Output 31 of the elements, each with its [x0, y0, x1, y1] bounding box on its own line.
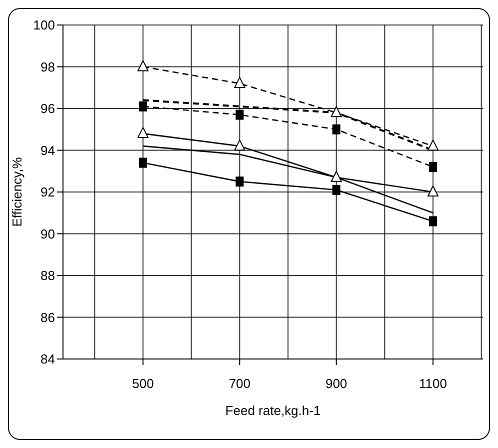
- point: [332, 184, 340, 195]
- y-tick-label: 96: [40, 101, 55, 116]
- point: [138, 127, 148, 138]
- point: [428, 186, 438, 196]
- y-tick-label: 88: [40, 268, 55, 284]
- point: [139, 158, 147, 168]
- point: [234, 140, 246, 151]
- y-tick-label: 86: [40, 310, 55, 325]
- point: [236, 110, 244, 120]
- point: [138, 60, 148, 72]
- y-tick-label: 100: [33, 18, 55, 33]
- x-tick-label: 700: [228, 376, 251, 392]
- x-tick-label: 1100: [419, 376, 447, 392]
- y-tick-label: 98: [40, 59, 55, 74]
- y-tick-label: 92: [40, 184, 55, 200]
- point: [330, 106, 342, 118]
- point: [139, 101, 147, 112]
- point: [234, 76, 246, 88]
- point: [330, 170, 342, 182]
- point: [429, 162, 437, 172]
- y-tick-label: 94: [40, 142, 55, 158]
- point: [236, 176, 244, 187]
- x-axis-title: Feed rate,kg.h-1: [225, 403, 321, 418]
- y-tick-label: 84: [40, 352, 55, 367]
- y-tick-label: 90: [40, 226, 55, 242]
- x-tick-label: 500: [132, 376, 154, 392]
- y-axis-title: Efficiency,%: [10, 156, 25, 227]
- point: [332, 124, 340, 134]
- point: [428, 140, 438, 151]
- point: [429, 216, 437, 226]
- x-tick-label: 900: [325, 376, 348, 392]
